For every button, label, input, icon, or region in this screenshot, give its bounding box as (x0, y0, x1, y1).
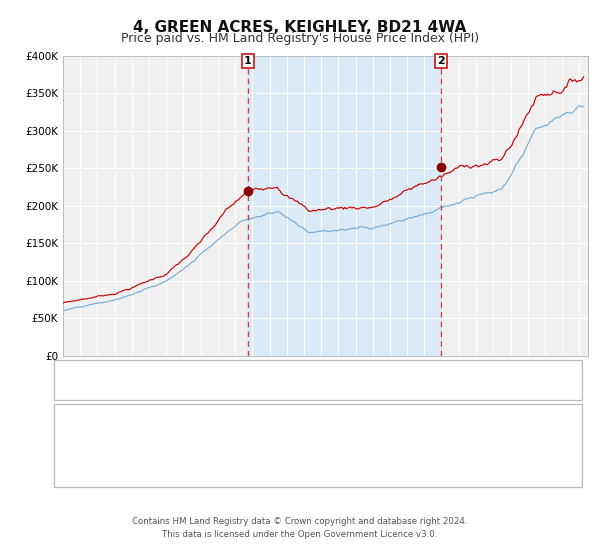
Text: This data is licensed under the Open Government Licence v3.0.: This data is licensed under the Open Gov… (163, 530, 437, 539)
Bar (248, 56, 441, 356)
Text: £220,000: £220,000 (286, 418, 342, 432)
Text: 21-DEC-2016: 21-DEC-2016 (128, 460, 206, 473)
Text: Price paid vs. HM Land Registry's House Price Index (HPI): Price paid vs. HM Land Registry's House … (121, 32, 479, 45)
Text: 9% ↑ HPI: 9% ↑ HPI (434, 460, 489, 473)
Text: 4, GREEN ACRES, KEIGHLEY, BD21 4WA: 4, GREEN ACRES, KEIGHLEY, BD21 4WA (133, 20, 467, 35)
Text: 4, GREEN ACRES, KEIGHLEY, BD21 4WA (detached house): 4, GREEN ACRES, KEIGHLEY, BD21 4WA (deta… (99, 366, 422, 376)
Text: 2: 2 (68, 460, 77, 473)
Text: £255,000: £255,000 (286, 460, 342, 473)
Text: Contains HM Land Registry data © Crown copyright and database right 2024.: Contains HM Land Registry data © Crown c… (132, 517, 468, 526)
Text: 1: 1 (244, 56, 252, 66)
Text: 2: 2 (437, 56, 445, 66)
Text: HPI: Average price, detached house, Bradford: HPI: Average price, detached house, Brad… (99, 385, 354, 395)
Text: 1: 1 (68, 418, 77, 432)
Text: 14% ↑ HPI: 14% ↑ HPI (434, 418, 497, 432)
Text: 27-SEP-2005: 27-SEP-2005 (128, 418, 203, 432)
